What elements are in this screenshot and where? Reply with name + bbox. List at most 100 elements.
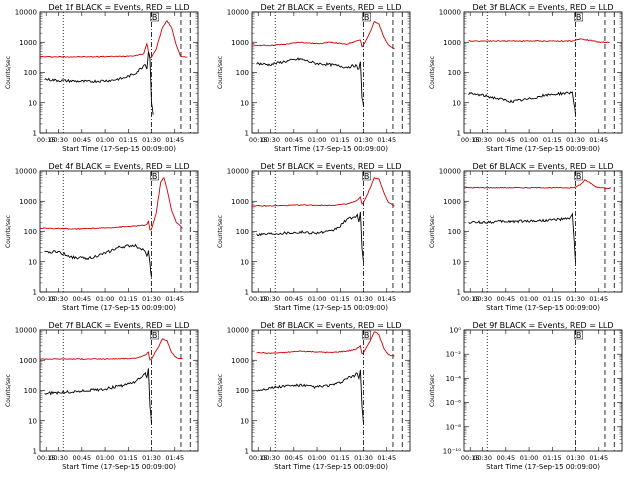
flare-annotation: B <box>364 13 370 22</box>
x-tick-label: 01:45 <box>165 454 184 462</box>
events-series-line <box>44 368 152 424</box>
lld-series-line <box>40 338 183 361</box>
x-tick-label: 00:45 <box>72 454 91 462</box>
x-tick-label: 01:00 <box>96 295 115 303</box>
plot-frame <box>463 329 623 452</box>
y-tick-label: 100 <box>448 69 461 77</box>
x-tick-label: 01:00 <box>520 454 539 462</box>
y-tick-label: 100 <box>24 69 37 77</box>
y-tick-label: 1000 <box>19 198 37 206</box>
y-tick-label: 10⁻⁸ <box>446 423 462 431</box>
lld-series-line <box>251 20 395 50</box>
chart-panel-3: Det 3f BLACK = Events, RED = LLD Counts/s… <box>429 3 623 153</box>
y-tick-label: 10⁻² <box>446 351 462 359</box>
y-tick-label: 1 <box>33 289 37 297</box>
x-tick-label: 00:45 <box>496 295 515 303</box>
chart-panel-6: Det 6f BLACK = Events, RED = LLD Counts/s… <box>429 162 623 312</box>
y-axis-label: Counts/sec <box>429 56 436 89</box>
chart-panel-4: Det 4f BLACK = Events, RED = LLD Counts/s… <box>5 162 199 312</box>
chart-panel-5: Det 5f BLACK = Events, RED = LLD Counts/s… <box>217 162 411 312</box>
x-tick-label: 01:15 <box>543 295 562 303</box>
y-tick-label: 10 <box>240 417 249 425</box>
flare-annotation: B <box>152 172 158 181</box>
chart-panel-9: Det 9f BLACK = Events, RED = LLD Counts/s… <box>429 321 623 471</box>
flare-annotation: B <box>576 331 582 340</box>
x-tick-label: 01:15 <box>119 295 138 303</box>
x-tick-label: 01:45 <box>589 454 608 462</box>
plot-frame <box>39 329 199 452</box>
x-tick-label: 00:30 <box>473 136 492 144</box>
x-axis-label: Start Time (17-Sep-15 00:09:00) <box>62 304 176 312</box>
x-tick-label: 01:30 <box>566 295 585 303</box>
plot-frame <box>39 170 199 293</box>
y-tick-label: 10 <box>240 258 249 266</box>
y-tick-label: 100 <box>236 387 249 395</box>
lld-series-line <box>468 38 610 44</box>
x-tick-label: 00:45 <box>496 454 515 462</box>
events-series-line <box>256 369 364 424</box>
x-tick-label: 00:15 <box>37 295 56 303</box>
x-tick-label: 01:15 <box>331 454 350 462</box>
x-tick-label: 00:15 <box>249 136 268 144</box>
y-tick-label: 1 <box>245 448 249 456</box>
x-tick-label: 01:15 <box>119 136 138 144</box>
y-tick-label: 10000 <box>227 168 249 176</box>
y-tick-label: 1000 <box>443 39 461 47</box>
flare-annotation-box <box>362 330 371 340</box>
y-tick-label: 10⁻⁴ <box>446 375 462 383</box>
y-tick-label: 100 <box>236 69 249 77</box>
lld-series-line <box>256 331 395 357</box>
plot-frame <box>463 170 623 293</box>
x-tick-label: 00:15 <box>461 136 480 144</box>
x-tick-label: 00:30 <box>49 295 68 303</box>
x-tick-label: 01:30 <box>142 295 161 303</box>
flare-annotation: B <box>364 172 370 181</box>
chart-panel-1: Det 1f BLACK = Events, RED = LLD Counts/s… <box>5 3 199 153</box>
plot-frame <box>39 11 199 134</box>
y-tick-label: 10000 <box>15 168 37 176</box>
y-tick-label: 1000 <box>443 198 461 206</box>
plot-frame <box>251 329 411 452</box>
lld-series-line <box>463 179 612 189</box>
x-tick-label: 01:15 <box>543 136 562 144</box>
y-tick-label: 1 <box>33 448 37 456</box>
x-tick-label: 01:30 <box>566 454 585 462</box>
x-tick-label: 00:30 <box>49 454 68 462</box>
y-tick-label: 10000 <box>439 9 461 17</box>
y-tick-label: 100 <box>24 228 37 236</box>
x-tick-label: 00:45 <box>284 136 303 144</box>
plot-frame <box>251 170 411 293</box>
x-tick-label: 01:30 <box>354 454 373 462</box>
chart-title: Det 5f BLACK = Events, RED = LLD <box>260 162 401 171</box>
x-tick-label: 01:15 <box>543 454 562 462</box>
flare-annotation-box <box>362 171 371 181</box>
plot-frame <box>251 11 411 134</box>
x-tick-label: 01:15 <box>331 295 350 303</box>
y-tick-label: 1000 <box>231 39 249 47</box>
y-tick-label: 1 <box>245 289 249 297</box>
chart-title: Det 8f BLACK = Events, RED = LLD <box>260 321 401 330</box>
chart-title: Det 7f BLACK = Events, RED = LLD <box>48 321 189 330</box>
x-tick-label: 01:45 <box>377 136 396 144</box>
y-axis-label: Counts/sec <box>5 374 12 407</box>
x-axis-label: Start Time (17-Sep-15 00:09:00) <box>486 463 600 471</box>
x-tick-label: 01:15 <box>331 136 350 144</box>
y-tick-label: 10000 <box>15 327 37 335</box>
x-tick-label: 00:15 <box>37 454 56 462</box>
y-tick-label: 10⁻⁶ <box>446 399 462 407</box>
y-tick-label: 1 <box>457 130 461 138</box>
x-tick-label: 00:30 <box>261 295 280 303</box>
lld-series-line <box>39 19 188 59</box>
x-tick-label: 00:15 <box>461 454 480 462</box>
x-axis-label: Start Time (17-Sep-15 00:09:00) <box>274 304 388 312</box>
y-tick-label: 1000 <box>19 39 37 47</box>
y-axis-label: Counts/sec <box>5 56 12 89</box>
y-tick-label: 1000 <box>231 198 249 206</box>
chart-panel-7: Det 7f BLACK = Events, RED = LLD Counts/s… <box>5 321 199 471</box>
x-tick-label: 00:15 <box>37 136 56 144</box>
x-axis-label: Start Time (17-Sep-15 00:09:00) <box>62 463 176 471</box>
x-tick-label: 01:45 <box>165 295 184 303</box>
y-axis-label: Counts/sec <box>217 56 224 89</box>
y-tick-label: 1 <box>33 130 37 138</box>
